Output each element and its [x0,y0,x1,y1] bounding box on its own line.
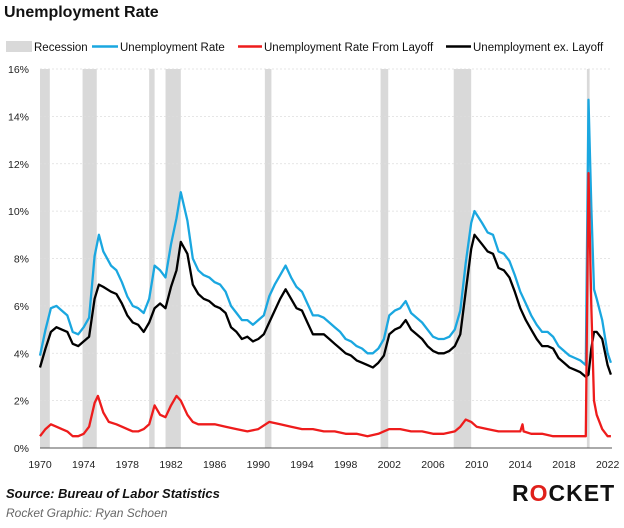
logo-part: R [512,480,530,506]
rocket-logo: ROCKET [512,480,615,507]
series-line-from-layoff [39,172,611,438]
x-tick-label: 1974 [72,459,96,471]
series-line-unemployment-rate [38,98,612,367]
logo-part: CKET [548,480,616,506]
legend-label-ex-layoff: Unemployment ex. Layoff [473,42,604,54]
source-note: Source: Bureau of Labor Statistics [6,486,220,501]
y-tick-label: 16% [8,64,29,76]
series-line-ex-layoff [38,233,612,379]
x-tick-label: 2018 [552,459,576,471]
x-tick-label: 2002 [378,459,402,471]
x-tick-label: 1994 [290,459,314,471]
page-title: Unemployment Rate [4,4,159,21]
recession-band [453,69,472,448]
x-tick-label: 2014 [509,459,533,471]
x-tick-label: 1986 [203,459,227,471]
y-tick-label: 6% [14,301,29,313]
x-tick-label: 1978 [116,459,140,471]
logo-o: O [529,480,549,506]
recession-band [149,69,155,448]
x-tick-label: 1982 [159,459,183,471]
legend-label-unemployment-rate: Unemployment Rate [120,42,225,54]
x-tick-label: 1990 [247,459,271,471]
x-tick-label: 2010 [465,459,489,471]
y-tick-label: 14% [8,111,29,123]
y-tick-label: 10% [8,206,29,218]
legend-swatch-recession [6,41,32,52]
legend-label-recession: Recession [34,42,88,54]
x-tick-label: 1970 [28,459,52,471]
y-tick-label: 4% [14,348,29,360]
x-tick-label: 1998 [334,459,358,471]
y-tick-label: 2% [14,396,29,408]
x-tick-label: 2006 [421,459,445,471]
x-tick-label: 2022 [596,459,620,471]
y-tick-label: 8% [14,254,29,266]
y-tick-label: 0% [14,443,29,455]
y-tick-label: 12% [8,159,29,171]
legend-label-from-layoff: Unemployment Rate From Layoff [264,42,434,54]
legend: Recession Unemployment Rate Unemployment… [6,41,604,54]
graphic-credit: Rocket Graphic: Ryan Schoen [6,506,168,520]
